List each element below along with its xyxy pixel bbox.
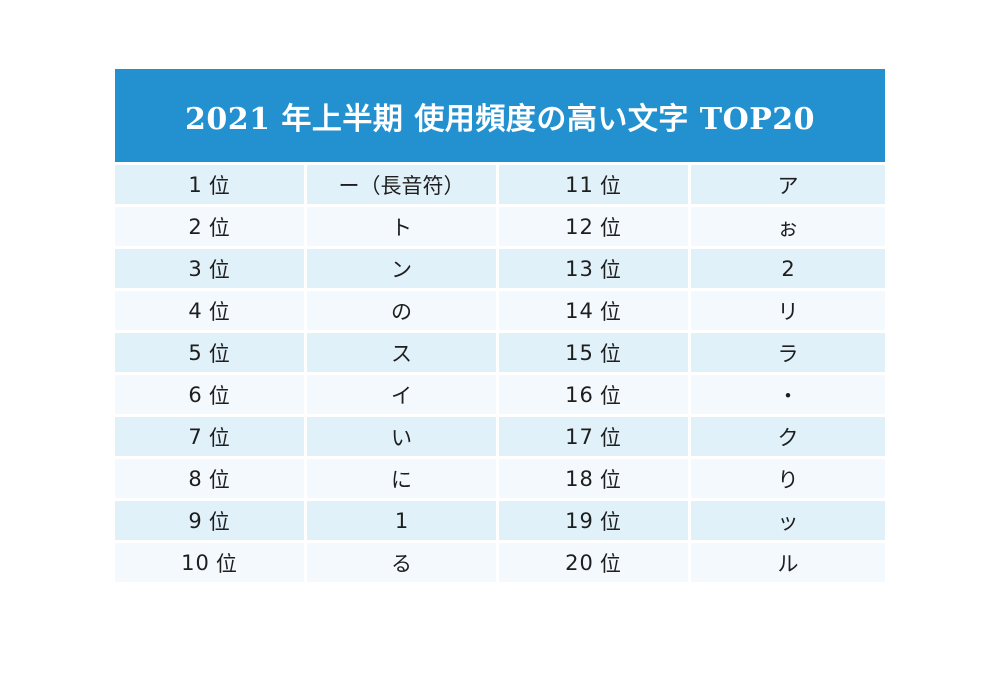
rank-suffix: 位: [208, 257, 231, 282]
rank-cell: 15 位: [499, 333, 691, 375]
rank-number: 10: [181, 550, 210, 575]
rank-cell: 20 位: [499, 543, 691, 585]
rank-number: 11: [565, 172, 594, 197]
character-cell: ク: [691, 417, 885, 459]
rank-suffix: 位: [208, 299, 231, 324]
character-cell: イ: [307, 375, 499, 417]
rank-number: 1: [188, 172, 203, 197]
rank-number: 6: [188, 382, 203, 407]
rank-cell: 18 位: [499, 459, 691, 501]
character-cell: に: [307, 459, 499, 501]
character-cell: ル: [691, 543, 885, 585]
rank-suffix: 位: [599, 257, 622, 282]
character-cell: 2: [691, 249, 885, 291]
rank-cell: 14 位: [499, 291, 691, 333]
rank-suffix: 位: [599, 467, 622, 492]
rank-suffix: 位: [208, 509, 231, 534]
rank-number: 14: [565, 298, 594, 323]
rank-suffix: 位: [208, 467, 231, 492]
character-cell: る: [307, 543, 499, 585]
character-cell: ・: [691, 375, 885, 417]
rank-suffix: 位: [208, 341, 231, 366]
rank-cell: 11 位: [499, 165, 691, 207]
character-cell: ト: [307, 207, 499, 249]
table-title: 2021 年上半期 使用頻度の高い文字 TOP20: [184, 101, 816, 137]
rank-suffix: 位: [599, 509, 622, 534]
character-cell: の: [307, 291, 499, 333]
title-divider: [115, 162, 885, 165]
character-cell: ス: [307, 333, 499, 375]
rank-cell: 17 位: [499, 417, 691, 459]
rank-cell: 13 位: [499, 249, 691, 291]
table-title-bar: 2021 年上半期 使用頻度の高い文字 TOP20: [115, 69, 885, 162]
rank-suffix: 位: [599, 341, 622, 366]
rank-suffix: 位: [599, 173, 622, 198]
rank-number: 8: [188, 466, 203, 491]
rank-cell: 16 位: [499, 375, 691, 417]
rank-number: 9: [188, 508, 203, 533]
rank-suffix: 位: [599, 299, 622, 324]
character-cell: ぉ: [691, 207, 885, 249]
rank-number: 7: [188, 424, 203, 449]
rank-suffix: 位: [215, 551, 238, 576]
character-cell: い: [307, 417, 499, 459]
rank-number: 4: [188, 298, 203, 323]
rank-number: 3: [188, 256, 203, 281]
character-cell: ー（長音符）: [307, 165, 499, 207]
rank-number: 16: [565, 382, 594, 407]
character-cell: り: [691, 459, 885, 501]
ranking-grid: 1 位ー（長音符） 11 位ア 2 位ト 12 位ぉ 3 位ン 13 位 2 4 位の 14 位リ 5 位ス 15 位ラ…: [115, 165, 885, 585]
rank-suffix: 位: [599, 383, 622, 408]
rank-number: 20: [565, 550, 594, 575]
rank-suffix: 位: [208, 383, 231, 408]
rank-number: 2: [188, 214, 203, 239]
rank-suffix: 位: [208, 425, 231, 450]
rank-cell: 10 位: [115, 543, 307, 585]
character-cell: 1: [307, 501, 499, 543]
character-cell: ア: [691, 165, 885, 207]
character-cell: ラ: [691, 333, 885, 375]
rank-suffix: 位: [599, 551, 622, 576]
rank-suffix: 位: [599, 215, 622, 240]
character-cell: ッ: [691, 501, 885, 543]
ranking-table: 2021 年上半期 使用頻度の高い文字 TOP20 1 位ー（長音符） 11 位ア 2 位…: [115, 69, 885, 585]
rank-number: 12: [565, 214, 594, 239]
rank-suffix: 位: [599, 425, 622, 450]
rank-number: 15: [565, 340, 594, 365]
rank-number: 19: [565, 508, 594, 533]
rank-number: 13: [565, 256, 594, 281]
rank-number: 18: [565, 466, 594, 491]
rank-suffix: 位: [208, 173, 231, 198]
rank-cell: 19 位: [499, 501, 691, 543]
rank-number: 17: [565, 424, 594, 449]
rank-cell: 12 位: [499, 207, 691, 249]
rank-number: 5: [188, 340, 203, 365]
character-cell: リ: [691, 291, 885, 333]
rank-suffix: 位: [208, 215, 231, 240]
character-cell: ン: [307, 249, 499, 291]
